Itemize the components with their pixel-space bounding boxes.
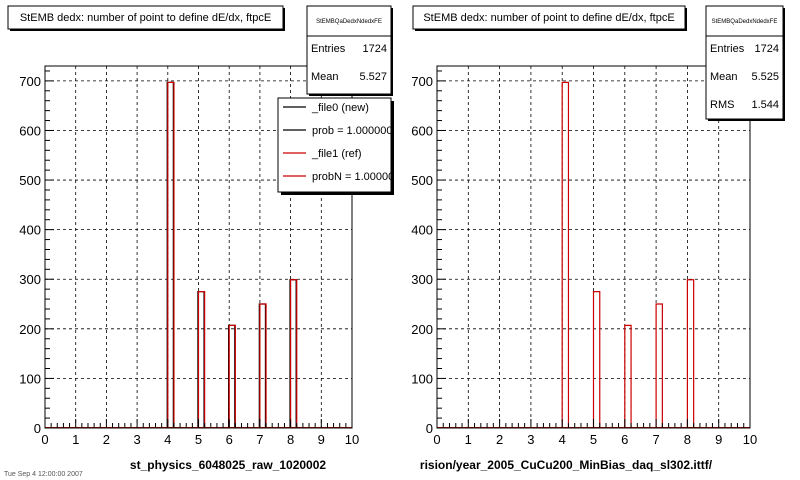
histogram-bar xyxy=(259,303,267,428)
histogram-bar xyxy=(167,81,175,428)
y-tick-label: 400 xyxy=(411,223,433,238)
y-tick-label: 300 xyxy=(411,272,433,287)
y-tick-label: 100 xyxy=(411,371,433,386)
stats-frame xyxy=(705,5,784,120)
y-tick-label: 700 xyxy=(411,74,433,89)
histogram-bar xyxy=(228,324,236,428)
stats-label: RMS xyxy=(710,99,734,111)
x-tick-label: 2 xyxy=(496,432,503,447)
x-tick-label: 0 xyxy=(433,432,440,447)
y-tick-label: 500 xyxy=(19,173,41,188)
x-axis: 0 1 2 3 4 5 6 7 8 9 10 xyxy=(433,419,757,447)
y-tick-label: 0 xyxy=(426,421,433,436)
histogram-bar xyxy=(624,324,632,428)
y-tick-label: 600 xyxy=(411,123,433,138)
x-tick-label: 8 xyxy=(684,432,691,447)
x-tick-label: 1 xyxy=(465,432,472,447)
legend-entries: _file0 (new) prob = 1.000000 _file1 (ref) p… xyxy=(283,102,400,183)
histogram-bar xyxy=(592,291,601,428)
x-tick-label: 10 xyxy=(345,432,359,447)
y-axis: 0 100 200 300 400 500 600 700 xyxy=(411,70,446,436)
x-tick-label: 1 xyxy=(72,432,79,447)
stats-value: 5.527 xyxy=(359,71,387,83)
x-tick-label: 6 xyxy=(621,432,628,447)
x-tick-label: 0 xyxy=(41,432,48,447)
x-axis-label: st_physics_6048025_raw_1020002 xyxy=(130,458,326,472)
y-axis: 0 100 200 300 400 500 600 700 xyxy=(19,70,54,436)
x-axis-label: rision/year_2005_CuCu200_MinBias_daq_sl3… xyxy=(420,458,713,472)
y-tick-label: 500 xyxy=(411,173,433,188)
y-tick-label: 400 xyxy=(19,223,41,238)
stats-box: StEMBQaDedxNdedxFE Entries 1724 Mean 5.525 RM… xyxy=(705,5,785,121)
histogram-bar xyxy=(197,291,206,428)
x-tick-label: 5 xyxy=(195,432,202,447)
stats-name: StEMBQaDedxNdedxFE xyxy=(712,19,778,25)
y-tick-label: 600 xyxy=(19,123,41,138)
chart-panel-2: 0 1 2 3 4 5 6 7 8 9 100100200300400500600700rision… xyxy=(411,5,785,472)
x-tick-label: 3 xyxy=(133,432,140,447)
title-frame xyxy=(7,5,284,30)
title-frame xyxy=(412,5,686,30)
x-tick-label: 9 xyxy=(318,432,325,447)
x-tick-label: 7 xyxy=(256,432,263,447)
stats-label: Mean xyxy=(311,71,339,83)
legend: _file0 (new) prob = 1.000000 _file1 (ref) p… xyxy=(277,97,400,195)
legend-label: _file1 (ref) xyxy=(311,148,362,160)
x-tick-label: 3 xyxy=(527,432,534,447)
stats-value: 1724 xyxy=(363,43,387,55)
stats-label: Entries xyxy=(311,43,346,55)
histogram-bar xyxy=(655,303,663,428)
stats-name: StEMBQaDedxNdedxFE xyxy=(316,19,382,25)
y-tick-label: 200 xyxy=(19,322,41,337)
stats-value: 5.525 xyxy=(751,71,779,83)
y-tick-label: 300 xyxy=(19,272,41,287)
chart-title: StEMB dedx: number of point to define dE… xyxy=(20,12,271,24)
legend-label: prob = 1.000000 xyxy=(312,125,392,137)
y-tick-label: 0 xyxy=(34,421,41,436)
stats-value: 1724 xyxy=(755,43,779,55)
histogram-bar xyxy=(686,279,695,428)
x-tick-label: 6 xyxy=(226,432,233,447)
x-tick-label: 8 xyxy=(287,432,294,447)
chart-title-box: StEMB dedx: number of point to define dE… xyxy=(412,5,687,31)
x-tick-label: 7 xyxy=(652,432,659,447)
stats-value: 1.544 xyxy=(751,99,779,111)
legend-label: probN = 1.000000 xyxy=(312,171,400,183)
histogram-bar xyxy=(290,279,298,428)
x-tick-label: 10 xyxy=(743,432,757,447)
chart-title-box: StEMB dedx: number of point to define dE… xyxy=(7,5,285,31)
x-tick-label: 4 xyxy=(164,432,171,447)
stats-box: StEMBQaDedxNdedxFE Entries 1724 Mean 5.527 xyxy=(306,5,393,96)
stats-label: Entries xyxy=(710,43,745,55)
y-tick-label: 100 xyxy=(19,371,41,386)
chart-title: StEMB dedx: number of point to define dE… xyxy=(423,12,674,24)
chart-panel-1: 0 1 2 3 4 5 6 7 8 9 100100200300400500600700st_phy… xyxy=(7,5,400,472)
x-tick-label: 9 xyxy=(715,432,722,447)
stats-frame xyxy=(306,5,392,95)
x-tick-label: 4 xyxy=(559,432,566,447)
x-tick-label: 5 xyxy=(590,432,597,447)
legend-label: _file0 (new) xyxy=(311,102,369,114)
x-tick-label: 2 xyxy=(103,432,110,447)
footer-timestamp: Tue Sep 4 12:00:00 2007 xyxy=(4,471,83,478)
y-tick-label: 200 xyxy=(411,322,433,337)
y-tick-label: 700 xyxy=(19,74,41,89)
histogram-bar xyxy=(561,81,570,428)
stats-label: Mean xyxy=(710,71,738,83)
x-axis: 0 1 2 3 4 5 6 7 8 9 10 xyxy=(41,419,359,447)
